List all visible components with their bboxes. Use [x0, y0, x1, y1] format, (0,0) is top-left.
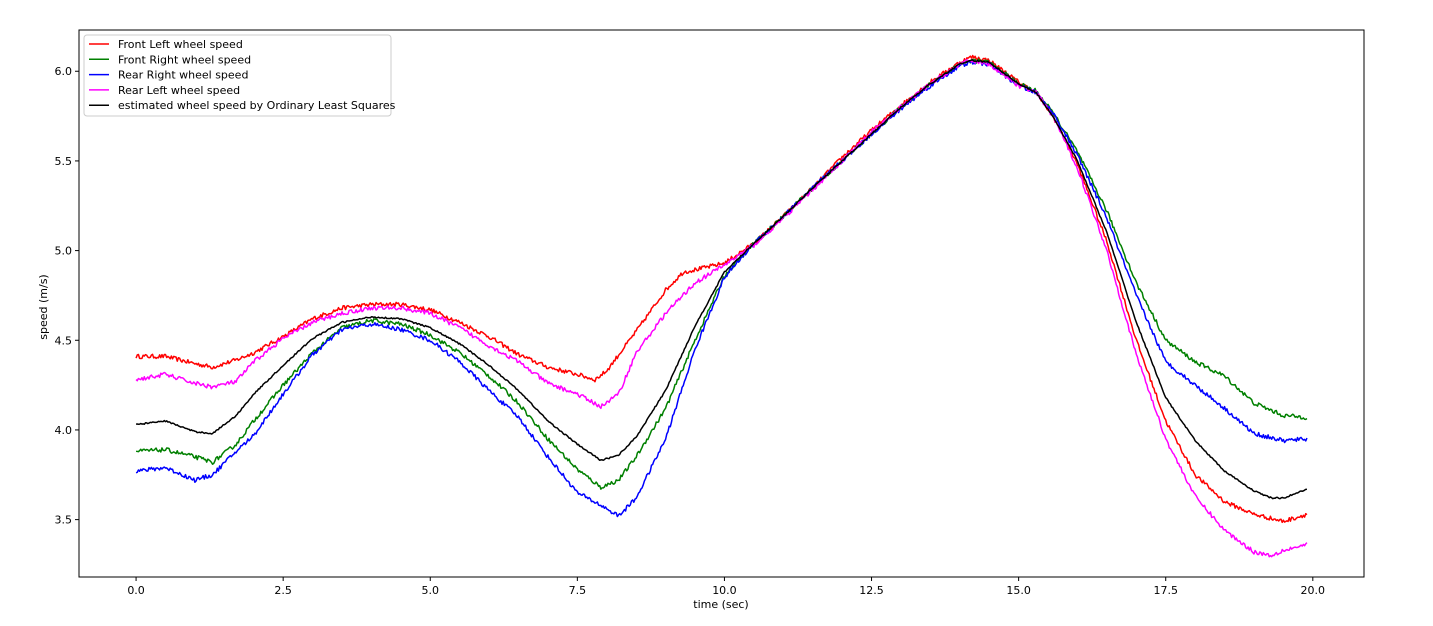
legend-label: Front Left wheel speed: [118, 38, 243, 51]
x-tick-label: 10.0: [712, 584, 737, 597]
y-axis-label: speed (m/s): [37, 274, 50, 339]
series-lines: [135, 54, 1308, 558]
x-tick-label: 0.0: [127, 584, 145, 597]
y-axis-ticks: 3.5 4.0 4.5 5.0 5.5 6.0: [55, 65, 79, 527]
legend: Front Left wheel speed Front Right wheel …: [83, 34, 396, 117]
y-tick-label: 4.5: [55, 334, 73, 347]
y-tick-label: 5.5: [55, 155, 73, 168]
axes-frame: [78, 29, 1365, 578]
x-tick-label: 15.0: [1006, 584, 1031, 597]
x-tick-label: 17.5: [1153, 584, 1178, 597]
y-tick-label: 4.0: [55, 424, 73, 437]
x-axis-ticks: 0.0 2.5 5.0 7.5 10.0 12.5 15.0 17.5 20.0: [127, 577, 1325, 597]
legend-label: estimated wheel speed by Ordinary Least …: [118, 99, 396, 112]
y-tick-label: 3.5: [55, 514, 73, 527]
x-axis-label: time (sec): [693, 598, 748, 611]
series-line-5: [136, 59, 1308, 500]
series-line-3: [135, 59, 1308, 518]
x-tick-label: 5.0: [422, 584, 440, 597]
y-tick-label: 6.0: [55, 65, 73, 78]
legend-label: Rear Right wheel speed: [118, 69, 248, 82]
series-line-4: [135, 59, 1308, 558]
x-tick-label: 12.5: [859, 584, 884, 597]
legend-box: [83, 34, 392, 117]
x-tick-label: 20.0: [1301, 584, 1326, 597]
y-tick-label: 5.0: [55, 245, 73, 258]
legend-label: Rear Left wheel speed: [118, 84, 240, 97]
x-tick-label: 7.5: [569, 584, 587, 597]
series-line-1: [135, 54, 1308, 524]
x-tick-label: 2.5: [274, 584, 292, 597]
legend-label: Front Right wheel speed: [118, 53, 251, 66]
